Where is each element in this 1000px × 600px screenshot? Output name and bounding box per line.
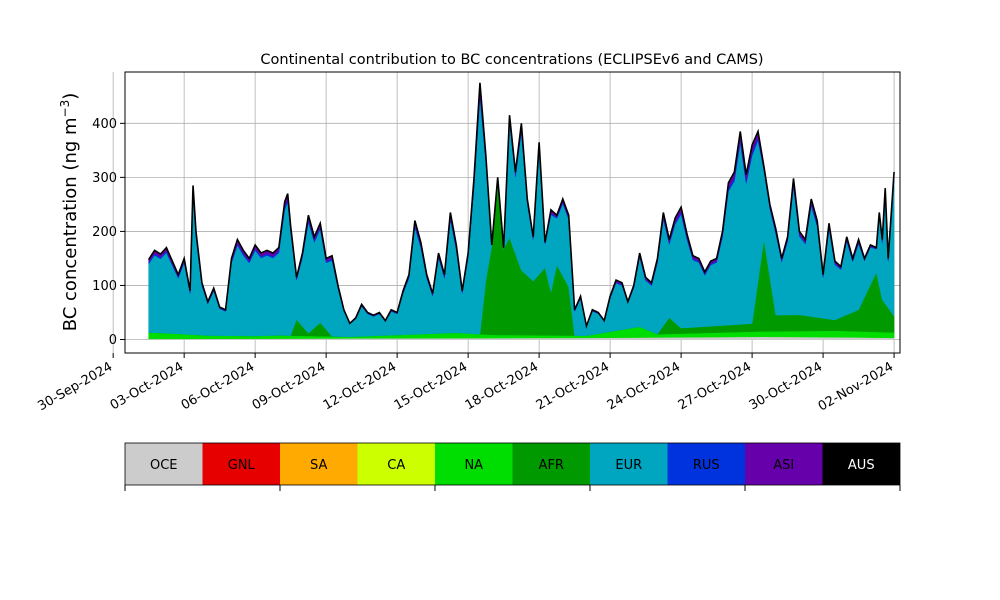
legend-swatch-gnl (202, 443, 280, 485)
legend-label-gnl: GNL (228, 458, 256, 473)
x-tick-label: 27-Oct-2024 (676, 359, 754, 413)
x-tick-label: 02-Nov-2024 (816, 359, 896, 414)
legend-swatch-oce (125, 443, 203, 485)
x-tick-label: 21-Oct-2024 (534, 359, 612, 413)
legend-label-aus: AUS (848, 458, 875, 473)
legend-label-na: NA (464, 458, 483, 473)
legend-label-oce: OCE (150, 458, 178, 473)
plot-frame (124, 71, 901, 354)
y-axis: 0 100 200 300 400 (92, 117, 125, 348)
legend-frame (124, 442, 901, 486)
x-tick-label: 30-Oct-2024 (747, 359, 825, 413)
x-tick-label: 06-Oct-2024 (179, 359, 257, 413)
legend-swatch-afr (512, 443, 590, 485)
y-tick-label: 400 (92, 117, 117, 132)
y-axis-label: BC concentration (ng m−3) (58, 93, 81, 332)
x-tick-label: 12-Oct-2024 (321, 359, 399, 413)
legend-swatch-rus (667, 443, 745, 485)
legend-swatch-aus (822, 443, 900, 485)
area-aus (147, 82, 895, 329)
y-tick-label: 200 (92, 225, 117, 240)
x-tick-label: 03-Oct-2024 (108, 359, 186, 413)
y-tick-label: 0 (109, 333, 117, 348)
legend-label-afr: AFR (539, 458, 564, 473)
stacked-areas (147, 82, 895, 340)
legend-swatch-na (435, 443, 513, 485)
x-tick-label: 30-Sep-2024 (35, 359, 115, 414)
legend-label-ca: CA (387, 458, 405, 473)
x-tick-label: 15-Oct-2024 (392, 359, 470, 413)
legend-label-eur: EUR (615, 458, 642, 473)
x-tick-label: 09-Oct-2024 (250, 359, 328, 413)
y-tick-label: 100 (92, 279, 117, 294)
legend-swatch-eur (590, 443, 668, 485)
legend-swatch-sa (280, 443, 358, 485)
legend-label-rus: RUS (693, 458, 720, 473)
x-tick-label: 24-Oct-2024 (605, 359, 683, 413)
legend-label-asi: ASI (773, 458, 794, 473)
legend-label-sa: SA (310, 458, 327, 473)
legend-swatch-ca (357, 443, 435, 485)
legend-swatch-asi (745, 443, 823, 485)
y-tick-label: 300 (92, 171, 117, 186)
chart-title: Continental contribution to BC concentra… (260, 52, 763, 68)
legend: OCE GNL SA CA NA AFR EUR RUS ASI AUS (124, 442, 901, 491)
x-tick-label: 18-Oct-2024 (463, 359, 541, 413)
x-axis: 30-Sep-202403-Oct-202406-Oct-202409-Oct-… (35, 353, 896, 414)
